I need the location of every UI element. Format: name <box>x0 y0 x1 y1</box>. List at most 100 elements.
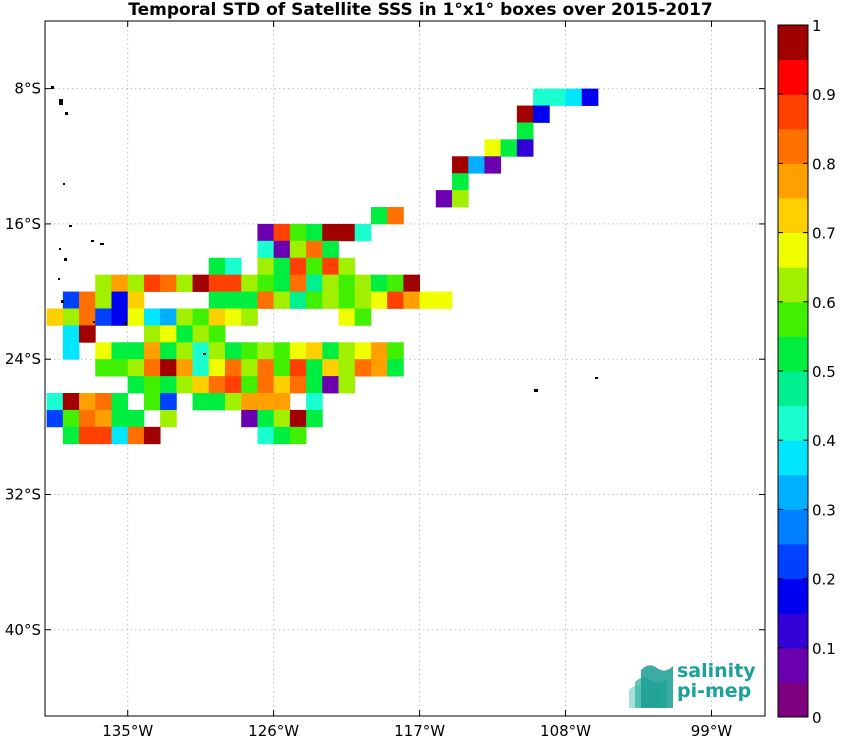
heatmap-cell <box>62 325 80 343</box>
heatmap-cell <box>111 359 129 377</box>
heatmap-cell <box>435 190 453 208</box>
heatmap-cell <box>127 359 145 377</box>
heatmap-cell <box>225 274 242 292</box>
heatmap-cell <box>111 393 129 411</box>
heatmap-cell <box>289 409 307 428</box>
heatmap-cell <box>241 274 258 292</box>
heatmap-cell <box>322 274 339 292</box>
heatmap-cell <box>500 139 518 157</box>
heatmap-cell <box>127 342 145 360</box>
island-marker <box>63 183 65 185</box>
heatmap-cell <box>387 291 404 309</box>
heatmap-cell <box>306 291 323 309</box>
colorbar-band <box>778 163 808 199</box>
heatmap-cell <box>127 426 145 445</box>
heatmap-cell <box>322 257 339 276</box>
heatmap-cell <box>565 88 583 106</box>
heatmap-cell <box>95 426 112 445</box>
heatmap-cell <box>273 359 291 377</box>
heatmap-cell <box>176 325 193 343</box>
heatmap-cell <box>111 342 129 360</box>
heatmap-cell <box>160 393 177 411</box>
heatmap-cell <box>95 308 112 326</box>
heatmap-cell <box>338 291 356 309</box>
heatmap-cell <box>192 342 210 360</box>
heatmap-cell <box>127 308 145 326</box>
heatmap-cell <box>79 291 96 309</box>
heatmap-cell <box>241 342 258 360</box>
heatmap-cell <box>160 359 177 377</box>
island-marker <box>203 353 206 355</box>
colorbar-band <box>778 267 808 303</box>
heatmap-cell <box>289 257 307 276</box>
x-axis: 135°W 126°W 117°W 108°W 99°W <box>102 21 732 740</box>
colorbar-band <box>778 647 808 683</box>
heatmap-cell <box>403 291 420 309</box>
heatmap-cell <box>111 274 129 292</box>
island-marker <box>61 300 64 303</box>
heatmap-cell <box>581 88 599 106</box>
heatmap-cell <box>370 359 388 377</box>
heatmap-cell <box>452 190 469 208</box>
heatmap-cell <box>192 359 210 377</box>
heatmap-cell <box>273 291 291 309</box>
heatmap-cell <box>338 376 356 394</box>
colorbar-band <box>778 232 808 268</box>
heatmap-cell <box>208 308 226 326</box>
heatmap-cell <box>306 409 323 428</box>
y-tick-label: 16°S <box>5 215 41 233</box>
heatmap-cell <box>95 342 112 360</box>
colorbar-band <box>778 371 808 407</box>
heatmap-cell <box>241 376 258 394</box>
colorbar-band <box>778 128 808 164</box>
x-tick-label: 108°W <box>540 722 591 740</box>
colorbar-band <box>778 613 808 649</box>
heatmap-cell <box>387 359 404 377</box>
heatmap-cell <box>95 274 112 292</box>
heatmap-cell <box>176 376 193 394</box>
heatmap-cell <box>62 342 80 360</box>
heatmap-cell <box>387 274 404 292</box>
heatmap-cell <box>241 393 258 411</box>
colorbar-tick-label: 0 <box>812 709 822 727</box>
heatmap-cell <box>127 376 145 394</box>
heatmap-cell <box>111 426 129 445</box>
y-tick-label: 24°S <box>5 350 41 368</box>
heatmap-cell <box>273 223 291 242</box>
x-tick-label: 99°W <box>691 722 733 740</box>
heatmap-cell <box>95 291 112 309</box>
heatmap-cell <box>225 393 242 411</box>
heatmap-cell <box>79 325 96 343</box>
heatmap-cell <box>225 359 242 377</box>
heatmap-cell <box>289 376 307 394</box>
heatmap-cell <box>403 274 420 292</box>
heatmap-cell <box>289 359 307 377</box>
colorbar-band <box>778 336 808 372</box>
heatmap-cell <box>143 274 161 292</box>
heatmap-cell <box>62 393 80 411</box>
colorbar-bands <box>778 25 808 718</box>
colorbar-tick-label: 0.4 <box>812 432 836 450</box>
heatmap-cell <box>354 274 372 292</box>
heatmap-cell <box>192 308 210 326</box>
heatmap-cell <box>176 359 193 377</box>
heatmap-cell <box>533 105 550 123</box>
heatmap-cell <box>435 291 453 309</box>
heatmap-cell <box>322 223 339 242</box>
colorbar-tick-label: 0.6 <box>812 294 836 312</box>
heatmap-cell <box>257 359 275 377</box>
heatmap-cell <box>192 376 210 394</box>
logo-text-salinity: salinity <box>677 660 756 682</box>
heatmap-cell <box>306 342 323 360</box>
heatmap-cell <box>127 291 145 309</box>
heatmap-cell <box>549 88 566 106</box>
heatmap-cell <box>306 393 323 411</box>
island-marker <box>65 112 68 115</box>
heatmap-cell <box>289 223 307 242</box>
heatmap-cell <box>208 342 226 360</box>
heatmap-cell <box>354 359 372 377</box>
colorbar-tick-label: 0.3 <box>812 501 836 519</box>
heatmap-cell <box>208 359 226 377</box>
colorbar-band <box>778 25 808 61</box>
